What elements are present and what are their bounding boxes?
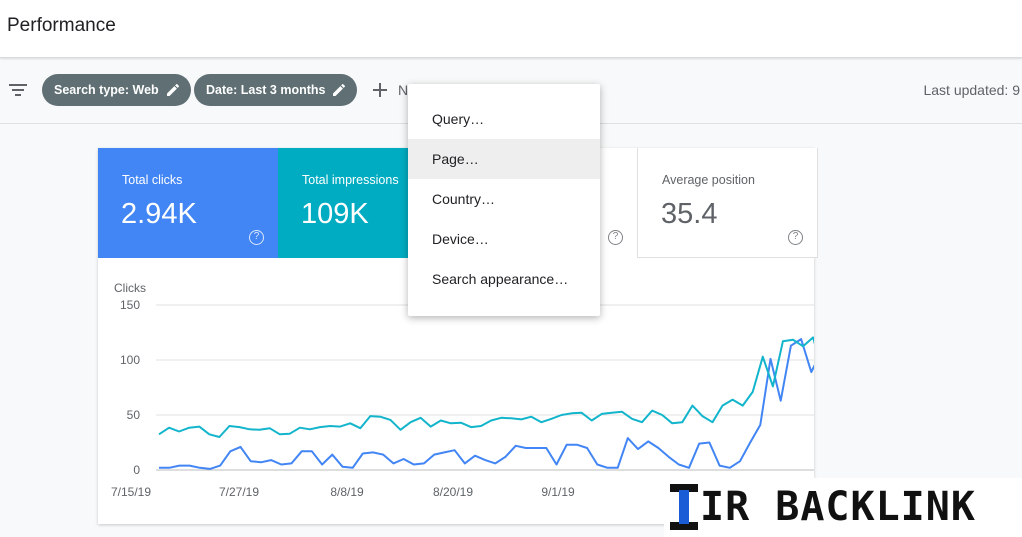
top-bar: Performance — [0, 0, 1022, 58]
y-tick-left: 100 — [120, 353, 140, 367]
plus-icon — [373, 83, 387, 97]
metric-average-position[interactable]: Average position 35.4 ? — [638, 148, 818, 258]
new-filter-button[interactable]: N — [372, 78, 408, 102]
x-tick-label: 7/15/19 — [111, 485, 151, 499]
logo-mark-icon — [670, 484, 698, 530]
metric-label: Total impressions — [302, 173, 399, 187]
x-tick-label: 8/8/19 — [330, 485, 364, 499]
help-icon[interactable]: ? — [608, 230, 623, 245]
x-tick-label: 9/1/19 — [541, 485, 575, 499]
x-tick-label: 8/20/19 — [433, 485, 473, 499]
filter-bar: Search type: Web Date: Last 3 months N L… — [0, 62, 1022, 124]
menu-item-search-appearance[interactable]: Search appearance… — [432, 271, 569, 287]
chip-label: Date: Last 3 months — [206, 83, 326, 97]
new-filter-menu: Query… Page… Country… Device… Search app… — [408, 84, 600, 316]
menu-item-page[interactable]: Page… — [408, 139, 600, 179]
x-tick-label: 7/27/19 — [219, 485, 259, 499]
menu-item-device[interactable]: Device… — [432, 231, 489, 247]
chip-label: Search type: Web — [54, 83, 159, 97]
filter-icon[interactable] — [8, 80, 28, 100]
menu-item-query[interactable]: Query… — [432, 111, 485, 127]
help-icon[interactable]: ? — [788, 230, 803, 245]
metric-value: 2.94K — [121, 198, 197, 230]
performance-chart: 1503K1002K501K00ClicksImpressions7/15/19… — [111, 281, 814, 499]
y-axis-label-left: Clicks — [114, 281, 146, 295]
pencil-icon — [166, 83, 179, 96]
help-icon[interactable]: ? — [249, 230, 264, 245]
search-type-chip[interactable]: Search type: Web — [42, 74, 191, 106]
pencil-icon — [333, 83, 346, 96]
date-range-chip[interactable]: Date: Last 3 months — [194, 74, 358, 106]
metric-value: 109K — [301, 198, 369, 230]
impressions-series-line — [158, 336, 814, 438]
last-updated-text: Last updated: 9 — [923, 82, 1020, 98]
menu-item-country[interactable]: Country… — [432, 191, 496, 207]
y-tick-left: 0 — [133, 463, 140, 477]
page-title: Performance — [7, 15, 116, 36]
metric-label: Average position — [662, 173, 755, 187]
clicks-series-line — [159, 338, 814, 470]
metric-total-clicks[interactable]: Total clicks 2.94K ? — [98, 148, 278, 258]
metric-value: 35.4 — [661, 198, 718, 230]
metric-label: Total clicks — [122, 173, 183, 187]
watermark-text: IR BACKLINK — [700, 484, 976, 530]
watermark-logo: IR BACKLINK — [664, 478, 1022, 537]
y-tick-left: 150 — [120, 298, 140, 312]
y-tick-left: 50 — [127, 408, 141, 422]
new-filter-label: N — [398, 82, 409, 98]
